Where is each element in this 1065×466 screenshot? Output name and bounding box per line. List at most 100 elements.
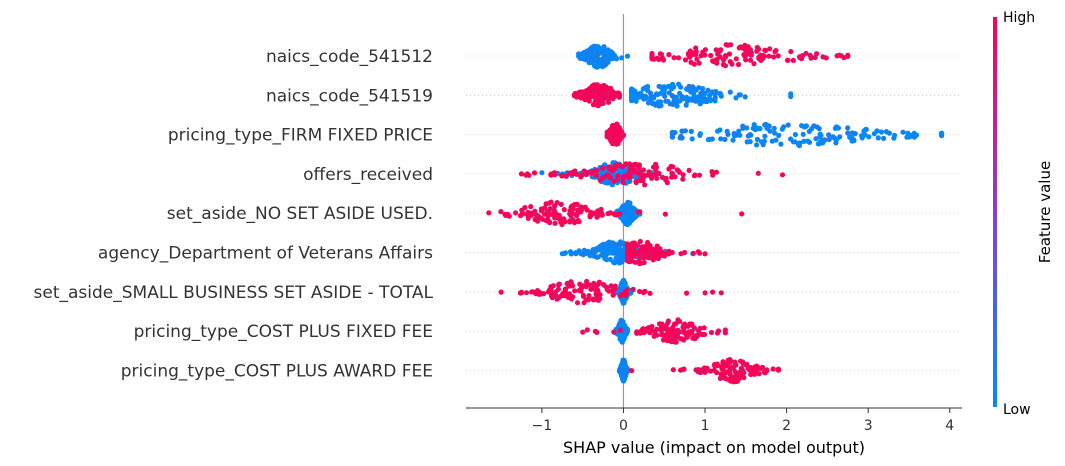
data-point <box>708 329 715 336</box>
data-point <box>559 173 566 179</box>
data-point <box>622 332 628 338</box>
data-point <box>566 170 573 176</box>
data-point <box>621 336 627 342</box>
data-point <box>892 132 898 138</box>
data-point <box>712 362 718 368</box>
data-point <box>678 367 684 373</box>
data-point <box>601 55 608 61</box>
data-point <box>704 365 710 371</box>
data-point <box>528 212 535 218</box>
data-point <box>598 86 604 92</box>
data-point <box>538 208 545 214</box>
data-point <box>692 172 698 178</box>
data-point <box>690 89 697 96</box>
x-ticks: −1 0 1 2 3 4 <box>532 408 954 434</box>
data-point <box>673 339 679 345</box>
data-point <box>775 53 781 59</box>
data-point <box>733 56 739 62</box>
data-point <box>627 166 633 172</box>
data-point <box>628 215 634 221</box>
data-point <box>600 175 606 181</box>
data-point <box>620 377 626 383</box>
data-point <box>518 171 525 177</box>
data-point <box>613 126 620 132</box>
feature-label: pricing_type_COST PLUS AWARD FEE <box>121 361 433 381</box>
data-point <box>551 170 558 176</box>
data-point <box>597 292 603 298</box>
data-point <box>580 329 586 335</box>
data-point <box>753 125 759 131</box>
data-point <box>589 252 596 258</box>
data-point <box>698 90 704 97</box>
data-point <box>788 136 794 142</box>
data-point <box>687 85 693 91</box>
data-point <box>588 94 594 100</box>
data-point <box>623 217 629 223</box>
data-point <box>738 365 744 371</box>
data-point <box>859 135 865 141</box>
data-point <box>717 91 724 97</box>
feature-labels: naics_code_541512 naics_code_541519pricin… <box>34 47 434 381</box>
data-point <box>743 52 749 58</box>
data-point <box>704 98 710 105</box>
data-point <box>743 57 749 63</box>
data-point <box>754 48 760 54</box>
data-point <box>586 293 592 299</box>
data-point <box>612 283 618 289</box>
feature-label: pricing_type_FIRM FIXED PRICE <box>168 126 433 146</box>
data-point <box>553 289 559 295</box>
data-point <box>647 330 653 336</box>
data-point <box>735 61 742 68</box>
data-point <box>688 59 694 65</box>
data-point <box>630 286 636 292</box>
data-point <box>519 290 525 296</box>
data-point <box>640 86 646 92</box>
data-point <box>584 48 590 54</box>
data-point <box>687 48 693 54</box>
data-point <box>809 55 815 61</box>
data-point <box>577 55 583 61</box>
data-point <box>797 140 803 146</box>
data-point <box>792 139 798 145</box>
data-point <box>614 177 621 183</box>
data-point <box>595 209 601 215</box>
data-point <box>617 369 623 375</box>
data-point <box>612 163 619 169</box>
data-point <box>637 288 643 295</box>
data-point <box>535 218 541 224</box>
data-point <box>681 337 687 343</box>
data-point <box>720 365 726 371</box>
data-point <box>722 63 729 69</box>
data-point <box>568 213 574 219</box>
data-point <box>775 367 782 373</box>
data-point <box>665 318 672 324</box>
data-point <box>590 296 596 302</box>
data-point <box>705 137 712 143</box>
data-point <box>886 130 893 136</box>
data-point <box>613 136 619 142</box>
colorbar-low-label: Low <box>1003 402 1031 418</box>
data-point <box>748 132 754 138</box>
data-point <box>641 96 647 102</box>
data-point <box>826 132 832 138</box>
data-point <box>669 86 675 92</box>
data-point <box>613 255 619 261</box>
data-point <box>705 87 711 93</box>
data-point <box>664 179 670 186</box>
data-point <box>680 329 687 335</box>
data-point <box>594 329 600 335</box>
data-point <box>727 59 733 65</box>
data-point <box>662 211 669 217</box>
data-point <box>736 375 743 381</box>
data-point <box>502 211 508 218</box>
data-point <box>616 288 622 294</box>
data-point <box>597 245 603 251</box>
data-point <box>820 54 826 60</box>
data-point <box>638 176 644 183</box>
data-point <box>654 332 660 338</box>
colorbar: High Low Feature value <box>993 10 1054 418</box>
data-point <box>773 48 779 54</box>
data-point <box>739 211 745 217</box>
data-point <box>813 136 819 142</box>
data-point <box>778 141 784 147</box>
